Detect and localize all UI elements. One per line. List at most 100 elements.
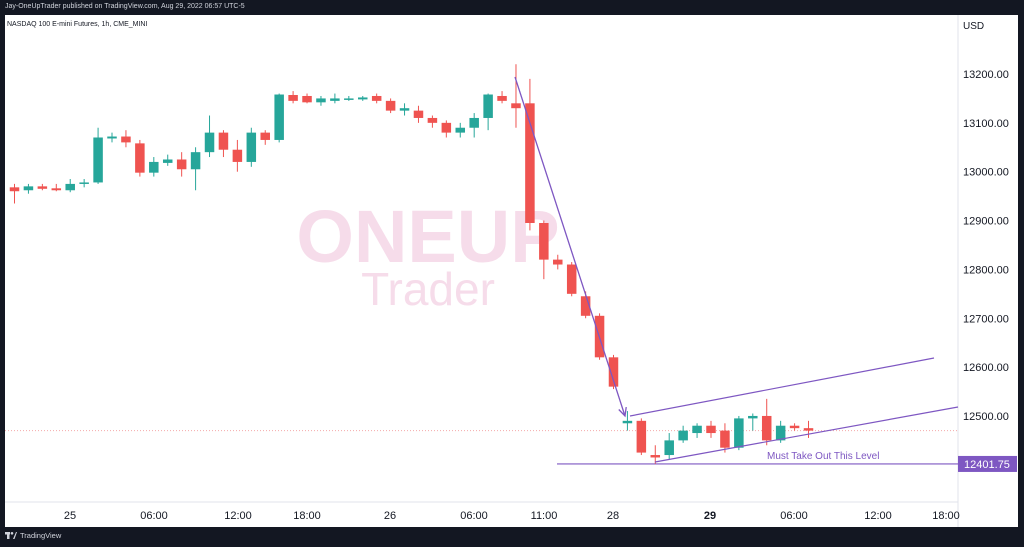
- key-level-price-text: 12401.75: [964, 459, 1010, 471]
- candle-body: [218, 132, 229, 150]
- candle: [149, 157, 159, 177]
- watermark-logo: ONEUP: [296, 195, 559, 278]
- candle-body: [399, 108, 410, 111]
- time-tick-label: 11:00: [531, 510, 558, 522]
- footer-brand: TradingView: [5, 531, 61, 540]
- candle: [371, 93, 382, 104]
- price-axis[interactable]: 13200.00 13100.00 13000.00 12900.00 12800.00…: [963, 69, 1009, 423]
- tradingview-logo-icon: [5, 532, 17, 539]
- candle: [636, 418, 647, 456]
- price-tick-label: 12600.00: [963, 362, 1009, 374]
- candle: [204, 115, 215, 158]
- candle: [734, 415, 744, 451]
- price-tick-label: 12800.00: [963, 264, 1009, 276]
- candle: [23, 183, 34, 194]
- trend-arrow-line[interactable]: [514, 76, 626, 417]
- candle: [455, 122, 466, 138]
- candle: [608, 354, 619, 390]
- candle: [232, 139, 243, 172]
- candlestick-chart[interactable]: ONEUP Trader NASDAQ 100 E-mini Futures, …: [5, 15, 1018, 527]
- candle: [469, 113, 479, 138]
- candle: [553, 254, 563, 270]
- candle: [539, 220, 549, 280]
- price-tick-label: 12700.00: [963, 313, 1009, 325]
- candle: [483, 93, 493, 131]
- candle: [302, 93, 312, 104]
- candle-body: [511, 103, 521, 109]
- candle-body: [246, 132, 257, 162]
- time-axis[interactable]: 25 06:00 12:00 18:00 26 06:00 11:00 28 29 06:00 12…: [64, 510, 960, 522]
- candle-body: [636, 420, 647, 453]
- channel-lower-line[interactable]: [654, 406, 959, 463]
- candle-body: [580, 296, 591, 316]
- candle: [399, 103, 410, 116]
- candle-body: [678, 430, 688, 441]
- candle-body: [706, 425, 716, 434]
- time-tick-label: 25: [64, 510, 76, 522]
- time-tick-label: 12:00: [224, 510, 252, 522]
- candle-body: [93, 137, 103, 183]
- candle-body: [330, 98, 340, 101]
- time-tick-label: 06:00: [780, 510, 808, 522]
- price-tick-label: 12500.00: [963, 411, 1009, 423]
- candle: [190, 147, 201, 191]
- candle: [246, 127, 257, 167]
- candle: [789, 423, 800, 431]
- time-tick-label: 26: [384, 510, 396, 522]
- candle: [511, 64, 521, 128]
- candle-body: [692, 425, 702, 434]
- candle: [79, 179, 89, 188]
- candle-body: [441, 122, 452, 133]
- candle-body: [149, 161, 159, 173]
- candle: [344, 95, 354, 101]
- candle-body: [622, 420, 633, 424]
- candle: [162, 154, 173, 166]
- time-tick-label: 28: [607, 510, 619, 522]
- candle: [316, 95, 326, 106]
- candle-body: [190, 152, 201, 170]
- candle: [385, 98, 396, 114]
- candle: [650, 445, 661, 464]
- candle-body: [566, 264, 577, 294]
- currency-label: USD: [963, 21, 984, 32]
- time-tick-label: 06:00: [140, 510, 168, 522]
- drawings-group: [514, 76, 959, 463]
- candle-body: [9, 187, 20, 192]
- level-lines: 12401.75 Must Take Out This Level: [5, 430, 1017, 472]
- candle: [720, 423, 730, 453]
- candle-body: [162, 159, 173, 163]
- candle-body: [232, 149, 243, 162]
- candle: [121, 130, 131, 148]
- candle-body: [469, 117, 479, 128]
- candle-body: [734, 418, 744, 448]
- candle-body: [413, 110, 424, 118]
- candle: [497, 91, 507, 104]
- candle-body: [539, 222, 549, 260]
- candle-body: [664, 440, 674, 456]
- candle-body: [274, 94, 284, 140]
- candle-body: [135, 143, 145, 173]
- candle: [288, 91, 298, 104]
- price-tick-label: 12900.00: [963, 216, 1009, 228]
- candle: [51, 183, 62, 192]
- candle: [9, 183, 20, 204]
- candle: [678, 425, 688, 443]
- candle: [93, 127, 103, 184]
- candle-body: [497, 95, 507, 101]
- chart-title: NASDAQ 100 E-mini Futures, 1h, CME_MINI: [7, 21, 147, 28]
- level-annotation-text: Must Take Out This Level: [767, 451, 879, 462]
- channel-upper-line[interactable]: [629, 357, 935, 417]
- time-tick-label: 29: [704, 510, 716, 522]
- candle-body: [803, 428, 814, 431]
- candle-body: [107, 136, 117, 139]
- candle: [803, 420, 814, 438]
- candle-body: [385, 100, 396, 111]
- candle-body: [288, 95, 298, 101]
- chart-panel[interactable]: ONEUP Trader NASDAQ 100 E-mini Futures, …: [5, 15, 1018, 527]
- candle-body: [51, 188, 62, 191]
- candle: [218, 130, 229, 158]
- candle-body: [302, 95, 312, 103]
- footer-brand-text: TradingView: [20, 531, 62, 540]
- candle: [176, 152, 187, 177]
- candle: [706, 420, 716, 438]
